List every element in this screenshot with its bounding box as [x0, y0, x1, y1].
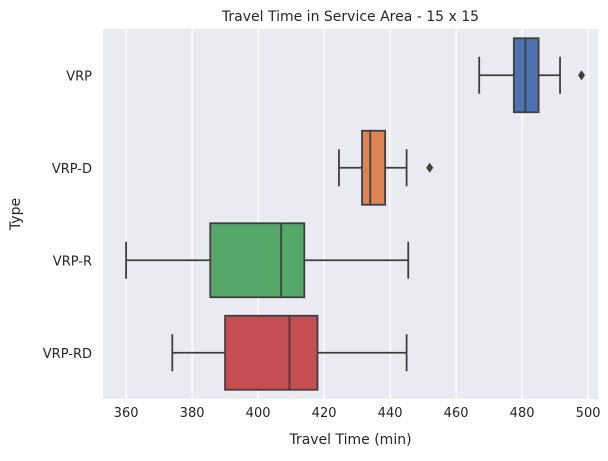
box-iqr	[209, 222, 306, 299]
x-tick-label: 380	[180, 406, 205, 421]
chart-title: Travel Time in Service Area - 15 x 15	[221, 9, 479, 25]
x-tick-label: 460	[444, 406, 469, 421]
x-axis-label: Travel Time (min)	[288, 432, 411, 448]
box-group-vrp-d	[338, 129, 434, 206]
y-tick-label: VRP-R	[53, 254, 92, 269]
x-tick-label: 500	[576, 406, 601, 421]
box-iqr	[361, 129, 387, 206]
box-iqr	[224, 314, 319, 391]
outlier-point	[578, 70, 585, 81]
y-tick-label: VRP	[66, 69, 92, 84]
y-axis-label: Type	[8, 198, 24, 231]
x-tick-label: 440	[378, 406, 403, 421]
box-group-vrp	[478, 37, 585, 114]
outlier-point	[426, 162, 434, 173]
y-tick-label: VRP-RD	[43, 347, 92, 362]
x-tick-label: 480	[510, 406, 535, 421]
x-tick-label: 420	[312, 406, 337, 421]
axis-ticks: 360 380 400 420 440 460 480 500 VRP VRP-D VRP-R VRP…	[43, 69, 601, 421]
x-tick-label: 400	[246, 406, 271, 421]
box-group-vrp-r	[125, 222, 410, 299]
boxes	[125, 37, 585, 391]
box-group-vrp-rd	[171, 314, 408, 391]
grid-lines	[125, 29, 589, 399]
y-tick-label: VRP-D	[52, 162, 92, 177]
x-tick-label: 360	[114, 406, 139, 421]
